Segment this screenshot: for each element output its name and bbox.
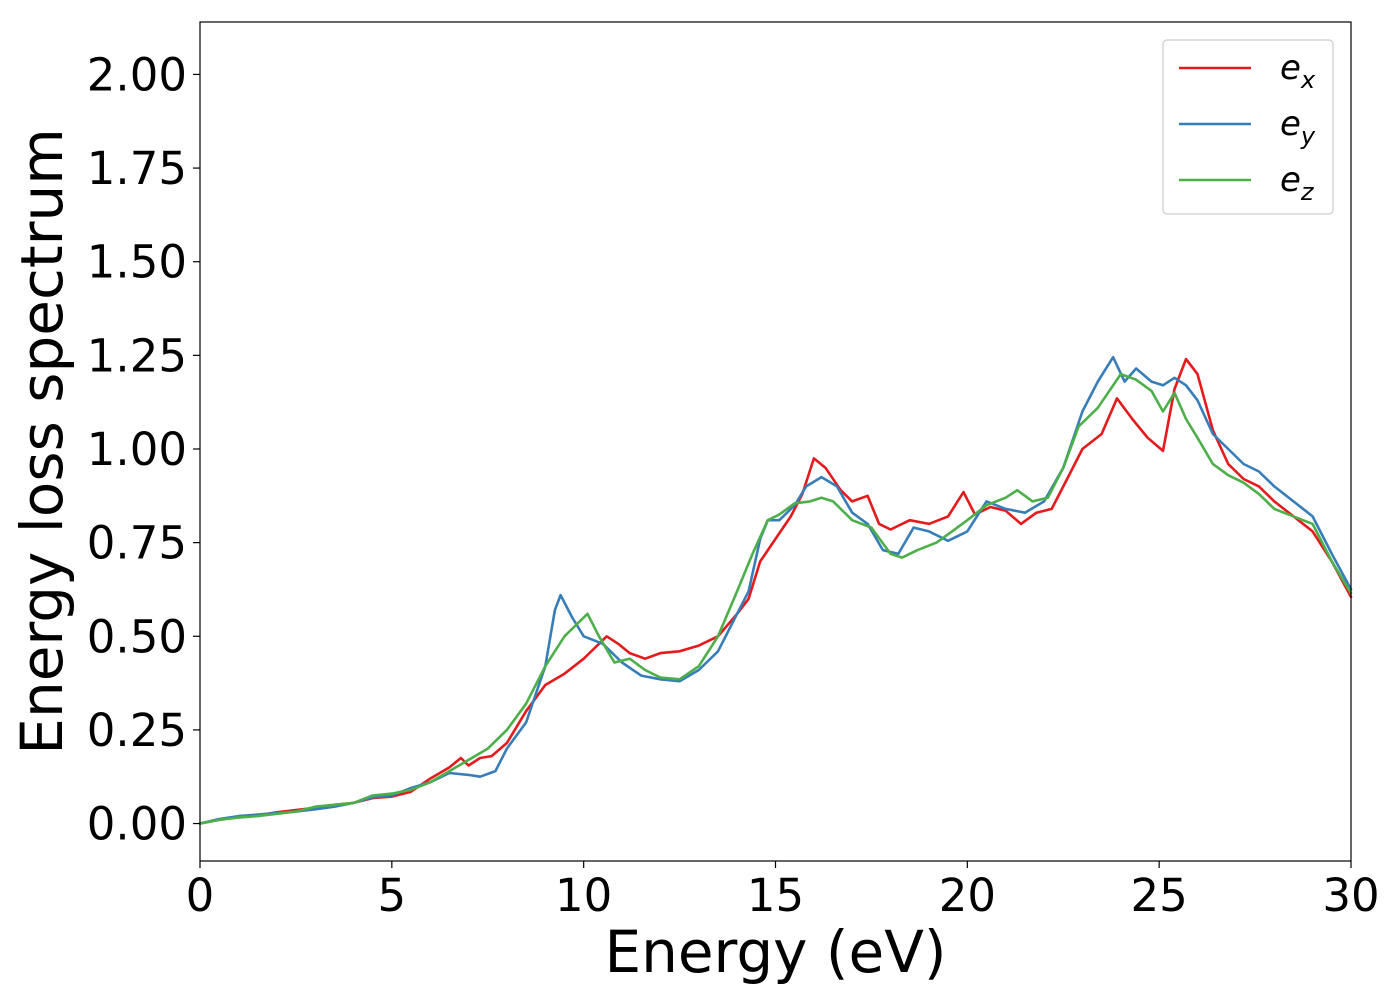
y-tick-label: 0.25 <box>87 704 187 757</box>
legend: ex ey ez <box>1162 39 1334 215</box>
series-layer <box>198 355 1353 825</box>
x-tick-label: 15 <box>747 869 804 922</box>
x-tick-label: 25 <box>1131 869 1188 922</box>
y-tick-label: 0.75 <box>87 517 187 570</box>
y-tick-label: 2.00 <box>87 48 187 101</box>
y-axis-label: Energy loss spectrum <box>8 128 76 754</box>
x-axis-ticks: 0 5 10 15 20 25 30 <box>186 861 1380 922</box>
x-axis-label: Energy (eV) <box>604 918 946 986</box>
y-tick-label: 1.25 <box>87 329 187 382</box>
series-line-x <box>198 357 1353 825</box>
x-tick-label: 5 <box>378 869 407 922</box>
y-tick-label: 1.00 <box>87 423 187 476</box>
legend-box <box>1162 39 1334 215</box>
x-tick-label: 30 <box>1322 869 1379 922</box>
x-tick-label: 10 <box>555 869 612 922</box>
legend-label-x: ex <box>1280 48 1316 94</box>
x-tick-label: 20 <box>939 869 996 922</box>
y-tick-label: 0.50 <box>87 610 187 663</box>
y-tick-label: 1.50 <box>87 236 187 289</box>
legend-label-y: ey <box>1280 104 1316 150</box>
series-line-z <box>198 372 1353 825</box>
legend-label-z: ez <box>1280 160 1315 206</box>
series-line-y <box>198 355 1353 825</box>
y-tick-label: 1.75 <box>87 142 187 195</box>
y-axis-ticks: 0.00 0.25 0.50 0.75 1.00 1.25 1.50 1.75 2.00 <box>87 48 200 851</box>
x-tick-label: 0 <box>186 869 215 922</box>
y-tick-label: 0.00 <box>87 798 187 851</box>
